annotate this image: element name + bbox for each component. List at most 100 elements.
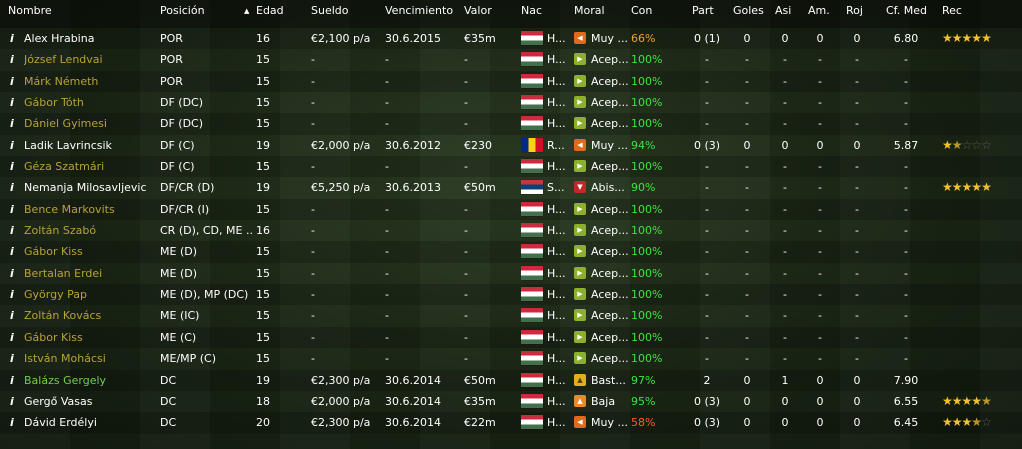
player-info-icon[interactable]: i	[10, 224, 14, 238]
player-info-icon[interactable]: i	[10, 309, 14, 323]
player-position: DF (C)	[160, 138, 195, 152]
table-row[interactable]: i Zoltán Kovács ME (IC) 15 - - - H... ▶ Acep... 10…	[0, 305, 1022, 326]
player-age: 15	[256, 330, 270, 344]
star-empty-icon: ☆	[971, 137, 982, 152]
player-info-icon[interactable]: i	[10, 416, 14, 430]
table-row[interactable]: i Zoltán Szabó CR (D), CD, ME ... 16 - - - H...…	[0, 220, 1022, 241]
morale-icon: ▶	[574, 288, 586, 301]
player-red-cards: -	[855, 266, 859, 280]
player-info-icon[interactable]: i	[10, 53, 14, 67]
player-info-icon[interactable]: i	[10, 245, 14, 259]
player-name[interactable]: Balázs Gergely	[24, 373, 107, 387]
player-info-icon[interactable]: i	[10, 352, 14, 366]
player-red-cards: -	[855, 352, 859, 366]
player-name[interactable]: Márk Németh	[24, 74, 99, 88]
col-nat-header[interactable]: Nac	[521, 4, 543, 17]
player-info-icon[interactable]: i	[10, 74, 14, 88]
player-contract-expiry: -	[385, 245, 389, 259]
player-name[interactable]: Nemanja Milosavljevic	[24, 181, 147, 195]
player-name[interactable]: Gábor Tóth	[24, 96, 84, 110]
player-info-icon[interactable]: i	[10, 181, 14, 195]
player-morale: ▶ Acep...	[574, 156, 630, 177]
player-info-icon[interactable]: i	[10, 96, 14, 110]
player-avg-rating: -	[904, 53, 908, 67]
table-row[interactable]: i Dániel Gyimesi DF (DC) 15 - - - H... ▶ Acep... 1…	[0, 113, 1022, 135]
player-name[interactable]: Gergő Vasas	[24, 394, 93, 408]
player-wage: -	[311, 266, 315, 280]
col-yellow-header[interactable]: Am.	[808, 4, 830, 17]
table-row[interactable]: i József Lendvai POR 15 - - - H... ▶ Acep... 100% -…	[0, 49, 1022, 70]
player-name[interactable]: Ladik Lavrincsik	[24, 138, 112, 152]
col-position-header[interactable]: Posición	[160, 4, 205, 17]
table-row[interactable]: i Márk Németh POR 15 - - - H... ▶ Acep... 100% - - - -…	[0, 70, 1022, 93]
morale-icon: ▲	[574, 394, 586, 407]
player-info-icon[interactable]: i	[10, 373, 14, 387]
table-row[interactable]: i Gergő Vasas DC 18 €2,000 p/a 30.6.2014 €35m H…	[0, 391, 1022, 412]
table-row[interactable]: i Géza Szatmári DF (C) 15 - - - H... ▶ Acep... 100…	[0, 156, 1022, 178]
col-name-header[interactable]: Nombre	[8, 4, 52, 17]
player-name[interactable]: Bertalan Erdei	[24, 266, 103, 280]
col-age-header[interactable]: Edad	[256, 4, 284, 17]
col-apps-header[interactable]: Part	[692, 4, 714, 17]
flag-icon	[521, 116, 543, 131]
col-value-header[interactable]: Valor	[464, 4, 492, 17]
player-info-icon[interactable]: i	[10, 394, 14, 408]
player-age: 15	[256, 309, 270, 323]
player-position: DC	[160, 373, 177, 387]
player-name[interactable]: Zoltán Szabó	[24, 224, 97, 238]
player-name[interactable]: Bence Markovits	[24, 202, 115, 216]
player-age: 19	[256, 373, 270, 387]
player-info-icon[interactable]: i	[10, 160, 14, 174]
player-info-icon[interactable]: i	[10, 32, 14, 45]
flag-icon	[521, 372, 543, 387]
col-morale-header[interactable]: Moral	[574, 4, 605, 17]
player-info-icon[interactable]: i	[10, 266, 14, 280]
player-condition: 100%	[631, 74, 663, 88]
player-nationality: H...	[521, 391, 569, 412]
table-row[interactable]: i Bence Markovits DF/CR (I) 15 - - - H... ▶ Acep.…	[0, 198, 1022, 221]
player-yellow-cards: -	[818, 96, 822, 110]
player-name[interactable]: Géza Szatmári	[24, 160, 105, 174]
player-name[interactable]: Alex Hrabina	[24, 32, 95, 45]
flag-icon	[521, 393, 543, 408]
player-contract-expiry: -	[385, 160, 389, 174]
col-assists-header[interactable]: Asi	[775, 4, 792, 17]
col-red-header[interactable]: Roj	[846, 4, 863, 17]
col-expires-header[interactable]: Vencimiento	[385, 4, 454, 17]
table-row[interactable]: i Ladik Lavrincsik DF (C) 19 €2,000 p/a 30.6.…	[0, 135, 1022, 156]
player-name[interactable]: György Pap	[24, 288, 87, 302]
player-name[interactable]: József Lendvai	[24, 53, 103, 67]
player-info-icon[interactable]: i	[10, 138, 14, 152]
table-row[interactable]: i Dávid Erdélyi DC 20 €2,300 p/a 30.6.2014 €22…	[0, 412, 1022, 434]
player-info-icon[interactable]: i	[10, 202, 14, 216]
player-info-icon[interactable]: i	[10, 117, 14, 131]
table-row[interactable]: i Gábor Tóth DF (DC) 15 - - - H... ▶ Acep... 100% -…	[0, 92, 1022, 113]
col-rating-header[interactable]: Cf. Med	[886, 4, 927, 17]
table-row[interactable]: i István Mohácsi ME/MP (C) 15 - - - H... ▶ Acep..…	[0, 348, 1022, 369]
table-row[interactable]: i Bertalan Erdei ME (D) 15 - - - H... ▶ Acep... 10…	[0, 263, 1022, 284]
col-goals-header[interactable]: Goles	[733, 4, 764, 17]
player-name[interactable]: Zoltán Kovács	[24, 309, 102, 323]
player-condition: 100%	[631, 330, 663, 344]
player-name[interactable]: Dávid Erdélyi	[24, 416, 97, 430]
table-row[interactable]: i Alex Hrabina POR 16 €2,100 p/a 30.6.2015 €35…	[0, 28, 1022, 50]
table-row[interactable]: i Nemanja Milosavljevic DF/CR (D) 19 €5,250 …	[0, 177, 1022, 198]
player-name[interactable]: Gábor Kiss	[24, 245, 83, 259]
player-name[interactable]: Dániel Gyimesi	[24, 117, 107, 131]
col-wage-header[interactable]: Sueldo	[311, 4, 349, 17]
player-info-icon[interactable]: i	[10, 288, 14, 302]
player-name[interactable]: István Mohácsi	[24, 352, 106, 366]
table-row[interactable]: i Gábor Kiss ME (C) 15 - - - H... ▶ Acep... 100% - -…	[0, 326, 1022, 349]
player-contract-expiry: -	[385, 266, 389, 280]
player-nationality: H...	[521, 220, 569, 241]
nationality-text: H...	[547, 288, 566, 302]
table-row[interactable]: i György Pap ME (D), MP (DC) 15 - - - H... ▶ Acep…	[0, 284, 1022, 306]
col-con-header[interactable]: Con	[631, 4, 653, 17]
star-full-icon: ★	[942, 137, 953, 152]
player-name[interactable]: Gábor Kiss	[24, 330, 83, 344]
player-info-icon[interactable]: i	[10, 330, 14, 344]
player-value: €22m	[464, 416, 496, 430]
table-row[interactable]: i Balázs Gergely DC 19 €2,300 p/a 30.6.2014 €5…	[0, 369, 1022, 391]
col-rec-header[interactable]: Rec	[942, 4, 962, 17]
table-row[interactable]: i Gábor Kiss ME (D) 15 - - - H... ▶ Acep... 100% - -…	[0, 241, 1022, 263]
